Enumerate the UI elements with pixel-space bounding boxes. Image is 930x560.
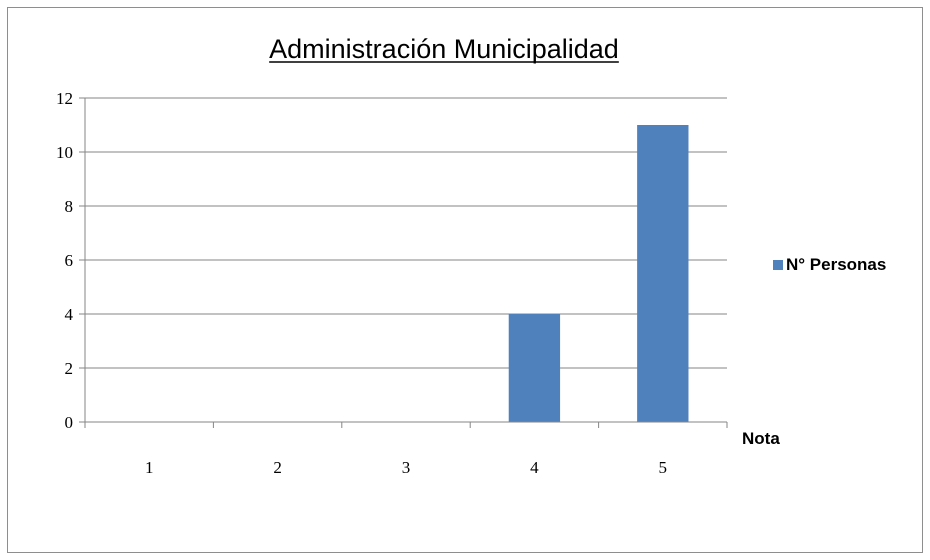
bars <box>508 125 689 422</box>
y-tick-label: 4 <box>65 305 74 324</box>
bar <box>637 125 689 422</box>
legend-label: N° Personas <box>786 255 886 274</box>
chart-title: Administración Municipalidad <box>269 34 619 64</box>
legend-swatch <box>773 260 783 270</box>
x-tick-label: 1 <box>145 458 154 477</box>
bar <box>508 314 561 422</box>
x-tick-label: 5 <box>659 458 668 477</box>
y-tick-labels: 0 2 4 6 8 10 12 <box>56 89 74 432</box>
gridlines <box>85 97 727 369</box>
y-tick-label: 10 <box>56 143 73 162</box>
axes <box>79 97 728 428</box>
y-tick-label: 8 <box>65 197 74 216</box>
x-tick-labels: 1 2 3 4 5 <box>145 458 667 477</box>
x-tick-label: 2 <box>273 458 282 477</box>
x-axis-label: Nota <box>742 429 780 448</box>
y-tick-label: 2 <box>65 359 74 378</box>
y-tick-label: 12 <box>56 89 73 108</box>
legend: N° Personas <box>773 255 886 274</box>
x-tick-label: 4 <box>530 458 539 477</box>
x-tick-label: 3 <box>402 458 411 477</box>
y-tick-label: 0 <box>65 413 74 432</box>
y-tick-label: 6 <box>65 251 74 270</box>
